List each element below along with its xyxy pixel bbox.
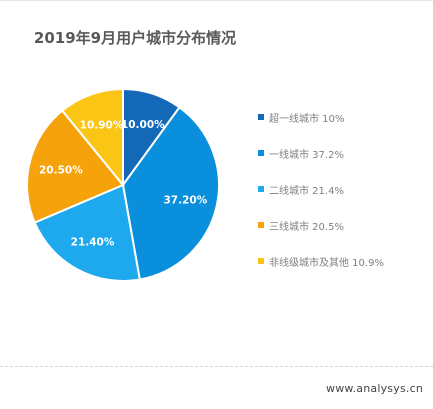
legend-swatch: [258, 258, 264, 264]
legend-item-3: 二线城市 21.4%: [258, 182, 344, 197]
slice-data-label-2: 37.20%: [164, 194, 208, 206]
legend-swatch: [258, 114, 264, 120]
legend-swatch: [258, 222, 264, 228]
slice-data-label-1: 10.00%: [121, 119, 165, 131]
slice-data-label-3: 21.40%: [71, 236, 115, 248]
footer-divider: [0, 366, 433, 367]
legend-item-4: 三线城市 20.5%: [258, 218, 344, 233]
slice-data-label-4: 20.50%: [39, 165, 83, 177]
pie-slice-2: [121, 105, 220, 281]
legend-item-5: 非线级城市及其他 10.9%: [258, 254, 384, 269]
legend-item-2: 一线城市 37.2%: [258, 146, 344, 161]
slice-data-label-5: 10.90%: [80, 120, 124, 132]
pie-slice-5: [60, 87, 124, 188]
legend-label: 非线级城市及其他 10.9%: [269, 257, 384, 269]
chart-title: 2019年9月用户城市分布情况: [33, 29, 237, 47]
legend-swatch: [258, 186, 264, 192]
legend-label: 三线城市 20.5%: [269, 221, 344, 233]
pie-slice-3: [33, 183, 141, 282]
pie-slice-4: [26, 109, 125, 224]
legend-label: 二线城市 21.4%: [269, 185, 344, 197]
legend-swatch: [258, 150, 264, 156]
legend-item-1: 超一线城市 10%: [258, 110, 345, 125]
top-border: [0, 0, 433, 1]
source-url: www.analysys.cn: [326, 382, 423, 395]
legend-label: 超一线城市 10%: [269, 113, 345, 125]
legend-label: 一线城市 37.2%: [269, 149, 344, 161]
